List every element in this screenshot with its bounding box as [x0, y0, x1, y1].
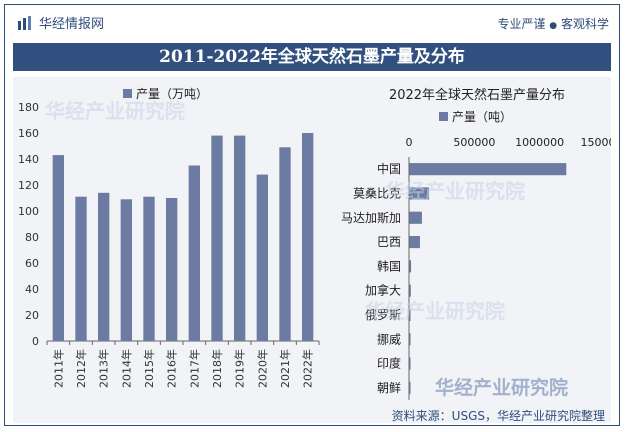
right-bar: [409, 163, 567, 176]
left-x-tick-label: 2019年: [233, 349, 247, 388]
left-x-tick-label: 2013年: [97, 349, 111, 388]
right-x-tick-label: 1500000: [581, 136, 612, 149]
left-bar: [98, 192, 110, 341]
right-x-tick-label: 0: [406, 136, 413, 149]
left-x-tick-label: 2020年: [255, 349, 269, 388]
chart-panel: 产量（万吨） 0 20 40 60 80 100 120 140 160 180 2011年 2012年…: [13, 77, 611, 423]
brand-icon: [18, 15, 31, 30]
right-bar: [409, 211, 422, 224]
left-x-tick-label: 2012年: [74, 349, 88, 388]
left-bar: [256, 174, 268, 341]
right-y-tick-label: 俄罗斯: [365, 308, 401, 322]
left-bar: [143, 196, 155, 341]
right-bar: [409, 333, 411, 346]
left-bar: [211, 135, 223, 341]
left-x-tick-label: 2022年: [301, 349, 315, 388]
right-legend-swatch: [439, 112, 448, 121]
left-y-tick-label: 140: [18, 153, 39, 166]
slogan-part-1: 专业严谨: [497, 17, 546, 31]
left-x-tick-label: 2021年: [278, 349, 292, 388]
right-y-tick-label: 挪威: [377, 332, 401, 346]
left-legend-swatch: [123, 89, 132, 98]
left-bar: [120, 199, 132, 341]
right-y-tick-label: 朝鲜: [377, 381, 401, 395]
left-x-tick-label: 2011年: [51, 349, 65, 388]
left-y-tick-label: 160: [18, 127, 39, 140]
right-y-tick-label: 中国: [377, 161, 401, 176]
right-y-tick-label: 马达加斯加: [341, 211, 401, 225]
left-bar: [279, 147, 291, 341]
left-x-tick-label: 2015年: [142, 349, 156, 388]
brand-name: 华经情报网: [39, 17, 105, 32]
left-bar: [52, 155, 64, 341]
watermark-3: 华经产业研究院: [365, 299, 505, 323]
right-bar: [409, 260, 412, 273]
left-legend-label: 产量（万吨）: [136, 87, 208, 101]
left-bar: [75, 196, 87, 341]
left-x-tick-label: 2014年: [119, 349, 133, 388]
left-y-tick-label: 40: [25, 283, 39, 296]
left-y-tick-label: 180: [18, 101, 39, 114]
charts-svg: 产量（万吨） 0 20 40 60 80 100 120 140 160 180 2011年 2012年…: [18, 87, 612, 400]
left-y-tick-label: 120: [18, 179, 39, 192]
right-bar: [409, 187, 430, 200]
right-legend-label: 产量（吨）: [452, 110, 512, 124]
left-y-tick-label: 0: [32, 335, 39, 348]
left-x-tick-label: 2018年: [210, 349, 224, 388]
left-y-tick-label: 80: [25, 231, 39, 244]
right-chart-title: 2022年全球天然石墨产量分布: [389, 87, 565, 103]
right-x-tick-label: 500000: [453, 136, 495, 149]
right-x-tick-label: 1000000: [515, 136, 564, 149]
left-y-tick-label: 20: [25, 309, 39, 322]
left-x-tick-label: 2016年: [165, 349, 179, 388]
right-y-tick-label: 印度: [377, 356, 401, 371]
right-bar: [409, 357, 411, 370]
right-y-tick-label: 韩国: [377, 258, 401, 273]
watermark-1: 华经产业研究院: [45, 99, 185, 123]
right-bar: [409, 381, 411, 394]
brand-logo: 华经情报网: [17, 13, 104, 32]
left-y-tick-label: 60: [25, 257, 39, 270]
watermark-4: 华经产业研究院: [435, 377, 569, 399]
watermark-2: 华经产业研究院: [385, 179, 525, 203]
left-x-tick-label: 2017年: [187, 349, 201, 388]
left-bar: [302, 133, 314, 341]
header: 华经情报网 专业严谨 ● 客观科学: [5, 5, 619, 39]
left-bar: [234, 135, 246, 341]
left-bar: [188, 165, 200, 341]
page-title: 2011-2022年全球天然石墨产量及分布: [13, 43, 611, 71]
slogan: 专业严谨 ● 客观科学: [497, 15, 609, 32]
right-y-tick-label: 莫桑比克: [353, 186, 401, 200]
infographic-frame: 华经情报网 专业严谨 ● 客观科学 2011-2022年全球天然石墨产量及分布 …: [4, 4, 620, 426]
right-bar: [409, 284, 411, 297]
right-bar: [409, 308, 411, 322]
slogan-separator: ●: [549, 21, 558, 31]
left-bar: [166, 198, 178, 341]
right-y-tick-label: 巴西: [377, 235, 401, 249]
right-y-tick-label: 加拿大: [365, 283, 401, 298]
left-y-tick-label: 100: [18, 205, 39, 218]
source-note: 资料来源：USGS，华经产业研究院整理: [391, 409, 605, 423]
right-bar: [409, 235, 420, 249]
slogan-part-2: 客观科学: [560, 17, 609, 31]
